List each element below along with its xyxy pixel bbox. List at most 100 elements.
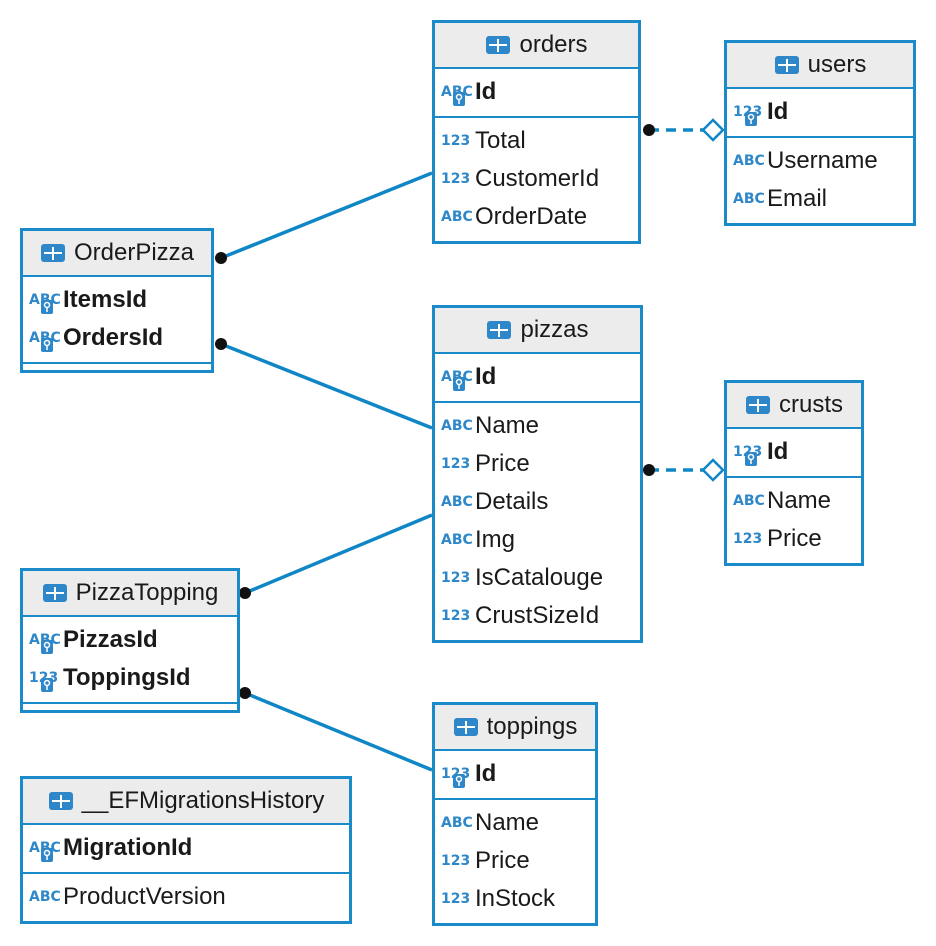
text-type-icon: ABC bbox=[733, 493, 765, 509]
column-row[interactable]: ABC ItemsId bbox=[23, 281, 211, 319]
column-row[interactable]: ABC ProductVersion bbox=[23, 878, 349, 916]
columns-section: ABC ProductVersion bbox=[23, 874, 349, 921]
column-row[interactable]: 123 CrustSizeId bbox=[435, 597, 640, 635]
column-row[interactable]: ABC Id bbox=[435, 73, 638, 111]
relationship-orders-orderpizza bbox=[220, 171, 433, 260]
entity-header: crusts bbox=[727, 383, 861, 429]
relationship-orderpizza-pizzas bbox=[220, 342, 433, 430]
column-row[interactable]: 123 ToppingsId bbox=[23, 659, 237, 697]
table-icon bbox=[774, 56, 799, 74]
entity-title: PizzaTopping bbox=[75, 579, 219, 606]
primary-key-section: ABC Id bbox=[435, 69, 638, 118]
key-icon bbox=[745, 112, 757, 126]
entity-efmigrationshistory[interactable]: __EFMigrationsHistory ABC MigrationId AB… bbox=[20, 776, 352, 924]
column-row[interactable]: 123 Id bbox=[435, 755, 595, 793]
column-row[interactable]: ABC OrdersId bbox=[23, 319, 211, 357]
primary-key-section: 123 Id bbox=[727, 429, 861, 478]
key-icon bbox=[41, 300, 53, 314]
column-row[interactable]: ABC Img bbox=[435, 521, 640, 559]
column-row[interactable]: 123 Price bbox=[435, 842, 595, 880]
column-row[interactable]: ABC PizzasId bbox=[23, 621, 237, 659]
column-row[interactable]: ABC Name bbox=[435, 804, 595, 842]
column-name: Img bbox=[475, 526, 516, 553]
relationship-pizzatopping-toppings bbox=[244, 691, 433, 772]
column-row[interactable]: 123 CustomerId bbox=[435, 160, 638, 198]
column-name: Id bbox=[767, 438, 789, 465]
column-name: Details bbox=[475, 488, 549, 515]
primary-key-section: 123 Id bbox=[435, 751, 595, 800]
key-icon bbox=[41, 678, 53, 692]
numeric-type-icon: 123 bbox=[441, 456, 471, 472]
entity-title: __EFMigrationsHistory bbox=[81, 787, 325, 814]
key-numeric-icon: 123 bbox=[435, 766, 475, 788]
column-row[interactable]: 123 IsCatalouge bbox=[435, 559, 640, 597]
column-name: Id bbox=[475, 760, 497, 787]
key-text-icon: ABC bbox=[23, 292, 63, 314]
column-row[interactable]: 123 Id bbox=[727, 93, 913, 131]
numeric-type-icon: 123 bbox=[441, 570, 471, 586]
key-text-icon: ABC bbox=[435, 369, 475, 391]
columns-section bbox=[23, 364, 211, 370]
column-row[interactable]: ABC Email bbox=[727, 180, 913, 218]
entity-pizzatopping[interactable]: PizzaTopping ABC PizzasId 123 ToppingsId bbox=[20, 568, 240, 713]
column-name: OrdersId bbox=[63, 324, 164, 351]
entity-toppings[interactable]: toppings 123 Id ABC Name 123 Price 123 I… bbox=[432, 702, 598, 926]
column-row[interactable]: 123 Total bbox=[435, 122, 638, 160]
numeric-type-icon: 123 bbox=[733, 531, 763, 547]
text-type-icon: ABC bbox=[733, 153, 765, 169]
key-text-icon: ABC bbox=[23, 330, 63, 352]
numeric-type-icon: 123 bbox=[441, 853, 471, 869]
table-icon bbox=[42, 584, 67, 602]
columns-section: ABC Name 123 Price ABC Details ABC Img 1… bbox=[435, 403, 640, 640]
numeric-type-icon: 123 bbox=[441, 891, 471, 907]
column-row[interactable]: 123 Price bbox=[727, 520, 861, 558]
column-row[interactable]: 123 Id bbox=[727, 433, 861, 471]
entity-header: pizzas bbox=[435, 308, 640, 354]
connector-end-dot bbox=[239, 687, 251, 699]
entity-users[interactable]: users 123 Id ABC Username ABC Email bbox=[724, 40, 916, 226]
entity-orderpizza[interactable]: OrderPizza ABC ItemsId ABC OrdersId bbox=[20, 228, 214, 373]
column-name: IsCatalouge bbox=[475, 564, 604, 591]
column-row[interactable]: ABC OrderDate bbox=[435, 198, 638, 236]
column-row[interactable]: ABC Username bbox=[727, 142, 913, 180]
entity-header: orders bbox=[435, 23, 638, 69]
text-type-icon: ABC bbox=[441, 815, 473, 831]
column-row[interactable]: 123 InStock bbox=[435, 880, 595, 918]
column-name: PizzasId bbox=[63, 626, 158, 653]
numeric-type-icon: 123 bbox=[441, 608, 471, 624]
connector-end-dot bbox=[239, 587, 251, 599]
column-row[interactable]: ABC MigrationId bbox=[23, 829, 349, 867]
text-type-icon: ABC bbox=[441, 418, 473, 434]
column-row[interactable]: ABC Name bbox=[727, 482, 861, 520]
entity-orders[interactable]: orders ABC Id 123 Total 123 CustomerId A… bbox=[432, 20, 641, 244]
column-row[interactable]: ABC Name bbox=[435, 407, 640, 445]
column-name: Total bbox=[475, 127, 526, 154]
entity-crusts[interactable]: crusts 123 Id ABC Name 123 Price bbox=[724, 380, 864, 566]
column-name: Price bbox=[475, 450, 530, 477]
columns-section: ABC Username ABC Email bbox=[727, 138, 913, 223]
column-name: Email bbox=[767, 185, 828, 212]
table-icon bbox=[453, 718, 478, 736]
connector-end-dot bbox=[215, 338, 227, 350]
columns-section: ABC Name 123 Price bbox=[727, 478, 861, 563]
entity-pizzas[interactable]: pizzas ABC Id ABC Name 123 Price ABC Det… bbox=[432, 305, 643, 643]
entity-header: toppings bbox=[435, 705, 595, 751]
entity-title: crusts bbox=[778, 391, 843, 418]
entity-title: users bbox=[807, 51, 867, 78]
column-name: CrustSizeId bbox=[475, 602, 600, 629]
column-row[interactable]: ABC Id bbox=[435, 358, 640, 396]
key-icon bbox=[41, 848, 53, 862]
key-text-icon: ABC bbox=[435, 84, 475, 106]
table-icon bbox=[40, 244, 65, 262]
column-name: Id bbox=[767, 98, 789, 125]
column-name: InStock bbox=[475, 885, 556, 912]
key-icon bbox=[745, 452, 757, 466]
primary-key-section: ABC PizzasId 123 ToppingsId bbox=[23, 617, 237, 704]
entity-header: OrderPizza bbox=[23, 231, 211, 277]
columns-section: 123 Total 123 CustomerId ABC OrderDate bbox=[435, 118, 638, 241]
column-row[interactable]: ABC Details bbox=[435, 483, 640, 521]
entity-title: toppings bbox=[486, 713, 578, 740]
key-icon bbox=[453, 774, 465, 788]
column-row[interactable]: 123 Price bbox=[435, 445, 640, 483]
columns-section bbox=[23, 704, 237, 710]
